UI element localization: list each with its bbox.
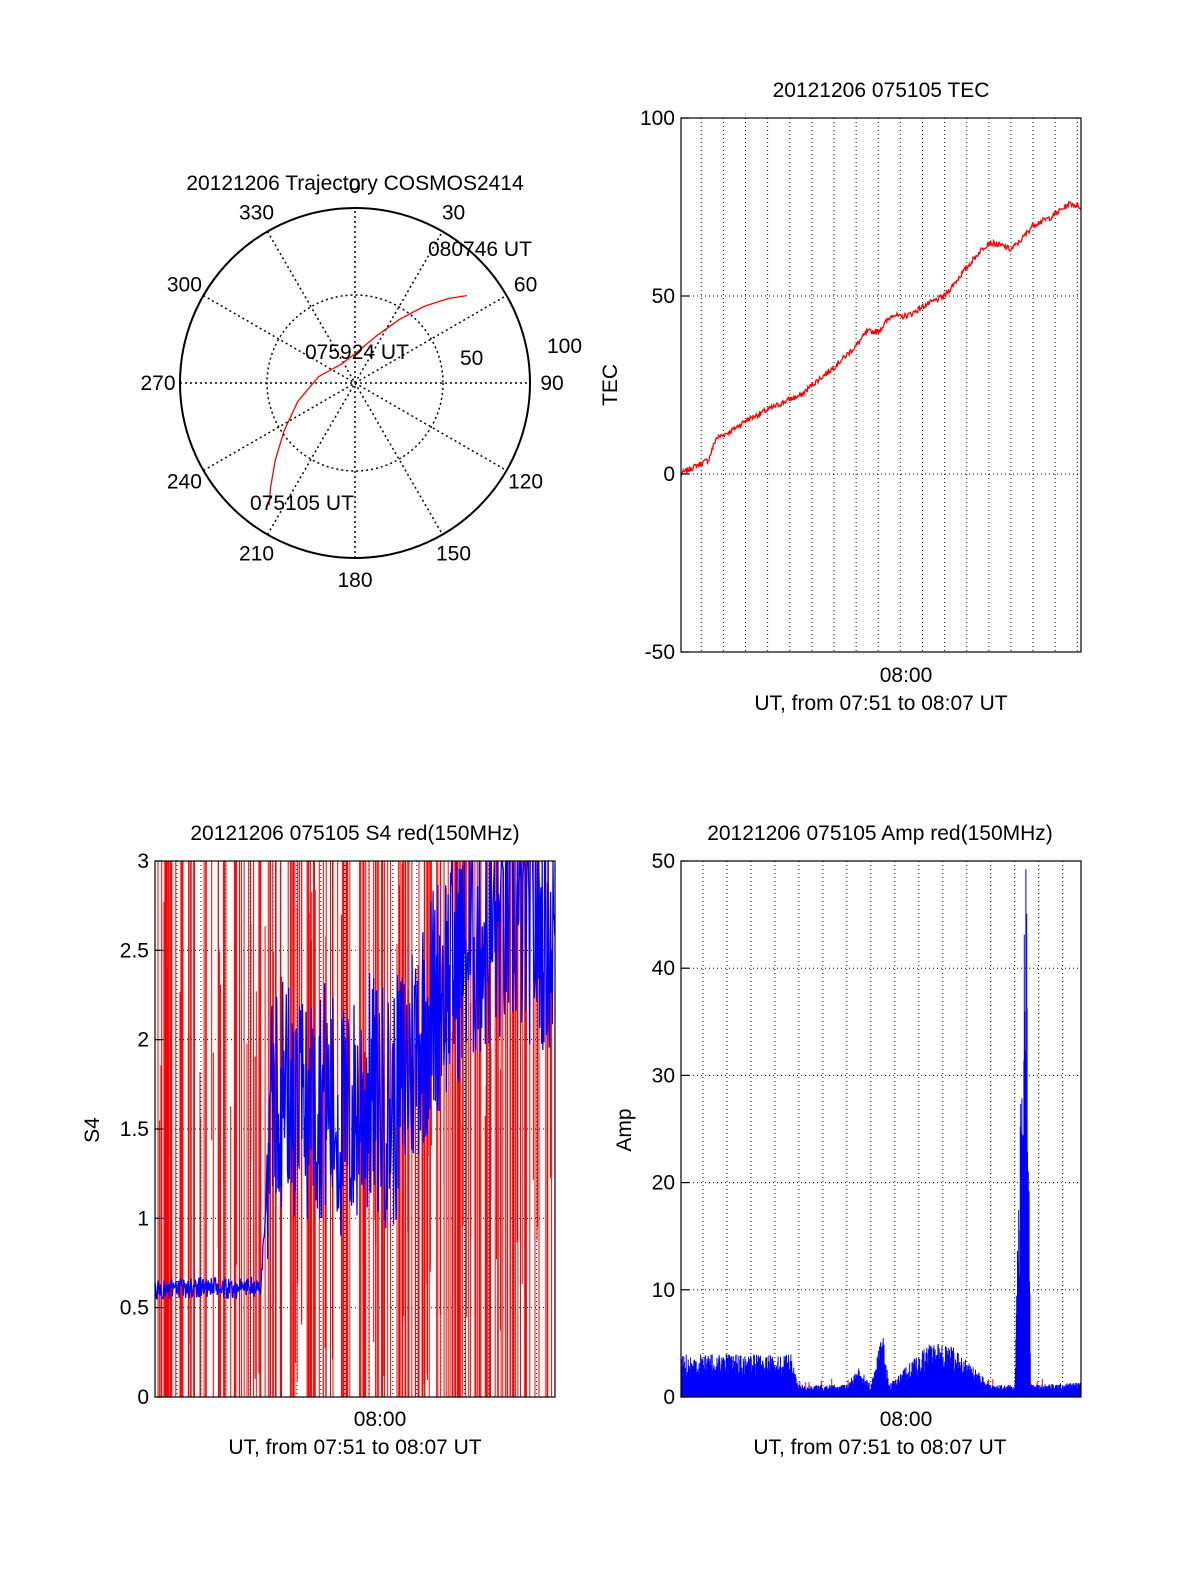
y-tick-label: 100 <box>640 107 675 130</box>
y-tick-label: 20 <box>652 1172 675 1195</box>
tec-y-ticks: -50 0 50 100 <box>640 107 689 664</box>
polar-title: 20121206 Trajectory COSMOS2414 <box>186 172 524 195</box>
tec-x-label: UT, from 07:51 to 08:07 UT <box>754 692 1007 715</box>
polar-azimuth-label: 270 <box>140 372 175 395</box>
polar-annotation-end: 080746 UT <box>428 238 532 261</box>
polar-azimuth-label: 210 <box>239 543 274 566</box>
polar-azimuth-label: 60 <box>514 274 537 297</box>
amp-blue-series <box>680 869 1082 1397</box>
tec-grid <box>681 117 1081 653</box>
s4-x-tick-label: 08:00 <box>354 1408 407 1431</box>
s4-x-label: UT, from 07:51 to 08:07 UT <box>228 1436 481 1459</box>
y-tick-label: 0.5 <box>120 1297 149 1320</box>
y-tick-label: 1 <box>137 1207 149 1230</box>
polar-azimuth-label: 300 <box>167 274 202 297</box>
s4-title: 20121206 075105 S4 red(150MHz) <box>190 822 519 845</box>
amp-title: 20121206 075105 Amp red(150MHz) <box>707 822 1053 845</box>
polar-azimuth-label: 240 <box>167 471 202 494</box>
polar-azimuth-labels: 0 30 60 90 120 150 180 210 240 270 300 330 <box>140 175 563 592</box>
polar-spoke <box>266 231 444 535</box>
polar-azimuth-label: 90 <box>540 372 563 395</box>
polar-panel: 20121206 Trajectory COSMOS2414 0 30 60 90 12… <box>140 172 582 592</box>
y-tick-label: 30 <box>652 1064 675 1087</box>
y-tick-label: 10 <box>652 1279 675 1302</box>
y-tick-label: 0 <box>137 1386 149 1409</box>
polar-trajectory-line <box>268 294 467 506</box>
y-tick-label: 0 <box>663 1386 675 1409</box>
tec-title: 20121206 075105 TEC <box>773 79 990 102</box>
y-tick-label: 3 <box>137 850 149 873</box>
amp-y-ticks: 0 10 20 30 40 50 <box>652 850 689 1409</box>
amp-x-tick-label: 08:00 <box>880 1408 933 1431</box>
tec-x-tick-label: 08:00 <box>880 664 933 687</box>
polar-azimuth-label: 0 <box>349 175 361 198</box>
polar-azimuth-label: 30 <box>442 201 465 224</box>
polar-annotation-start: 075105 UT <box>250 492 354 515</box>
polar-spokes <box>180 208 530 558</box>
y-tick-label: -50 <box>645 641 675 664</box>
polar-azimuth-label: 120 <box>508 471 543 494</box>
y-tick-label: 50 <box>652 850 675 873</box>
amp-x-label: UT, from 07:51 to 08:07 UT <box>753 1436 1006 1459</box>
y-tick-label: 40 <box>652 957 675 980</box>
tec-series-line <box>680 200 1082 477</box>
amp-y-label: Amp <box>613 1108 636 1151</box>
polar-azimuth-label: 180 <box>337 569 372 592</box>
s4-y-ticks: 0 0.5 1 1.5 2 2.5 3 <box>120 850 163 1409</box>
polar-azimuth-label: 150 <box>436 543 471 566</box>
y-tick-label: 2 <box>137 1029 149 1052</box>
y-tick-label: 0 <box>663 463 675 486</box>
s4-y-label: S4 <box>81 1117 104 1143</box>
amp-panel: 20121206 075105 Amp red(150MHz) 0 10 20 30 4… <box>613 822 1082 1459</box>
amp-grid <box>681 861 1081 1397</box>
polar-annotation-mid: 075924 UT <box>305 341 409 364</box>
y-tick-label: 1.5 <box>120 1118 149 1141</box>
y-tick-label: 2.5 <box>120 939 149 962</box>
amp-plot-frame <box>680 860 1082 1398</box>
polar-radial-label-50: 50 <box>460 347 483 370</box>
polar-radial-label-100: 100 <box>547 335 582 358</box>
y-tick-label: 50 <box>652 285 675 308</box>
s4-panel: 20121206 075105 S4 red(150MHz) 0 0.5 1 1.5 2… <box>81 822 556 1459</box>
tec-plot-frame <box>680 117 1082 653</box>
s4-blue-series-line <box>154 860 556 1300</box>
tec-y-label: TEC <box>599 364 622 406</box>
polar-azimuth-label: 330 <box>239 201 274 224</box>
